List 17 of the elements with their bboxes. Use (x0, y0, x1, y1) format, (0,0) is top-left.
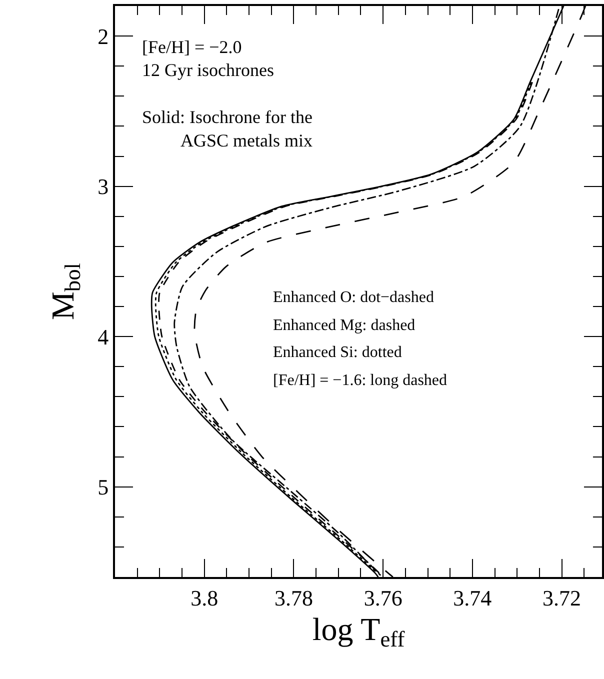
annotation: [Fe/H] = −2.0 (142, 37, 242, 57)
annotation: Enhanced Mg: dashed (273, 317, 416, 334)
x-axis-title: log T$_{eff}$ (312, 610, 406, 652)
x-tick-label: 3.78 (274, 585, 313, 610)
x-tick-label: 3.72 (542, 585, 582, 610)
x-tick-label: 3.76 (364, 585, 402, 610)
y-tick-label: 2 (98, 24, 109, 49)
annotation: Enhanced O: dot−dashed (273, 289, 434, 306)
annotation: Enhanced Si: dotted (273, 344, 402, 361)
x-tick-label: 3.74 (453, 585, 492, 610)
y-tick-label: 5 (98, 474, 109, 500)
y-tick-label: 4 (98, 324, 109, 350)
annotation: 12 Gyr isochrones (142, 60, 274, 80)
x-tick-label: 3.8 (190, 585, 218, 610)
annotation: [Fe/H] = −1.6: long dashed (273, 372, 448, 389)
annotation: Solid: Isochrone for the AGSC metals mix (142, 107, 312, 150)
y-tick-label: 3 (98, 174, 109, 200)
